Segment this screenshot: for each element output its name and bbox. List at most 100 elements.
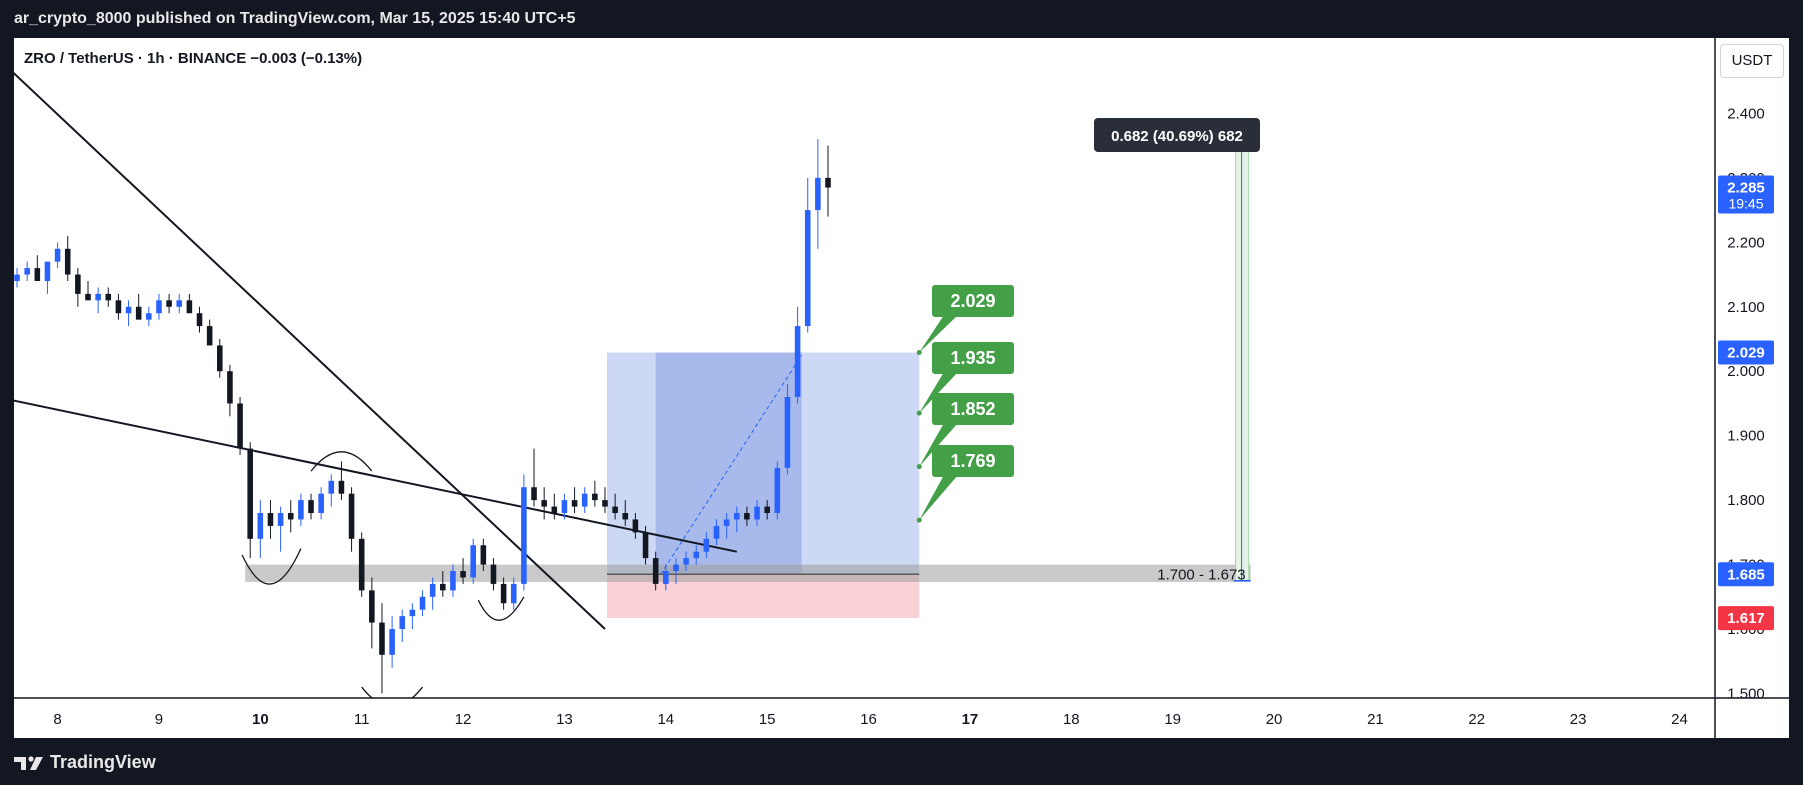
candle-body (510, 583, 517, 604)
target-dot (916, 410, 922, 416)
profit-zone-filled (655, 352, 802, 575)
time-tick-label: 19 (1164, 711, 1181, 728)
candle-body (298, 500, 304, 520)
currency-button[interactable]: USDT (1720, 44, 1784, 78)
time-tick-label: 24 (1671, 711, 1688, 728)
candle-body (723, 519, 730, 526)
candle-body (308, 500, 314, 514)
candle-body (804, 210, 811, 327)
target-badge (932, 445, 1014, 477)
candle-body (287, 513, 294, 520)
candle-body (277, 513, 284, 526)
target-label: 1.935 (950, 348, 995, 368)
target-pointer (919, 372, 958, 414)
candle-body (571, 500, 578, 507)
price-axis-badge (1718, 175, 1774, 214)
price-tick-label: 2.100 (1727, 299, 1765, 316)
candle-body (399, 616, 406, 630)
candle-body (328, 480, 335, 494)
time-tick-label: 18 (1063, 711, 1080, 728)
candle-body (409, 609, 416, 617)
time-tick-label: 20 (1266, 711, 1283, 728)
target-badge (932, 285, 1014, 317)
measure-label: 0.682 (40.69%) 682 (1111, 128, 1243, 145)
candle-body (156, 300, 162, 314)
candle-body (267, 513, 274, 526)
candle-body (125, 306, 132, 314)
price-axis-badge-label: 2.029 (1727, 345, 1765, 362)
candle-body (602, 500, 608, 507)
candle-body (257, 513, 264, 539)
candle-body (531, 487, 537, 501)
measure-bar (1235, 140, 1250, 582)
target-pointer (919, 315, 958, 353)
candle-body (440, 583, 446, 591)
candle-body (815, 177, 821, 211)
candle-body (490, 564, 497, 584)
candle-body (176, 300, 183, 307)
candle-body (54, 248, 61, 262)
candle-body (632, 519, 639, 533)
tradingview-brand: TradingView (50, 752, 156, 772)
candle-body (764, 506, 770, 514)
candle-body (450, 571, 456, 591)
candle-body (358, 538, 365, 591)
target-pointer (919, 475, 958, 521)
price-axis-badge-label: 1.617 (1727, 610, 1765, 627)
candle-body (379, 622, 385, 655)
candle-body (561, 500, 568, 514)
price-axis-badge-label: 2.285 (1727, 180, 1765, 197)
publish-info: ar_crypto_8000 published on TradingView.… (14, 10, 576, 27)
price-axis-badge (1718, 606, 1774, 631)
time-tick-label: 14 (657, 711, 674, 728)
candle-body (166, 300, 172, 307)
trendline-neckline (14, 399, 737, 553)
tradingview-logo[interactable]: TradingView (14, 752, 156, 773)
tradingview-logo-icon (14, 755, 43, 770)
target-dot (916, 517, 922, 523)
time-tick-label: 16 (860, 711, 877, 728)
candle-body (784, 397, 791, 468)
price-tick-label: 2.400 (1727, 105, 1765, 122)
price-tick-label: 1.800 (1727, 492, 1765, 509)
target-label: 1.852 (950, 399, 995, 419)
candle-body (237, 403, 243, 449)
candle-body (64, 248, 71, 275)
time-tick-label: 10 (252, 711, 269, 728)
candle-body (206, 326, 213, 346)
candle-body (105, 293, 112, 301)
pattern-arc-bottom (361, 686, 424, 698)
target-dot (916, 350, 922, 356)
candle-body (551, 506, 558, 514)
projection-line (660, 354, 803, 575)
candle-body (693, 551, 700, 559)
candle-body (683, 558, 689, 565)
publish-bar: ar_crypto_8000 published on TradingView.… (0, 0, 1803, 38)
price-tick-label: 2.000 (1727, 363, 1765, 380)
candle-body (135, 306, 142, 320)
candle-body (338, 480, 345, 494)
candle-body (500, 583, 507, 604)
candle-body (713, 525, 720, 539)
pattern-arc-left (241, 548, 302, 585)
candle-body (348, 493, 355, 539)
candle-body (44, 261, 51, 281)
candle-body (227, 371, 233, 404)
candle-body (612, 506, 618, 514)
candle-body (146, 313, 152, 320)
candle-body (247, 448, 253, 539)
candle-body (196, 313, 203, 327)
time-tick-label: 12 (455, 711, 472, 728)
candle-body (24, 268, 30, 275)
measure-label-box (1094, 118, 1260, 152)
price-tick-label: 1.500 (1727, 685, 1765, 702)
time-tick-label: 13 (556, 711, 573, 728)
time-tick-label: 21 (1367, 711, 1384, 728)
target-pointer (919, 423, 958, 467)
candle-body (389, 629, 395, 655)
price-axis-badge-label: 1.685 (1727, 566, 1765, 583)
candle-body (429, 583, 436, 597)
target-label: 2.029 (950, 291, 995, 311)
time-tick-label: 22 (1468, 711, 1485, 728)
